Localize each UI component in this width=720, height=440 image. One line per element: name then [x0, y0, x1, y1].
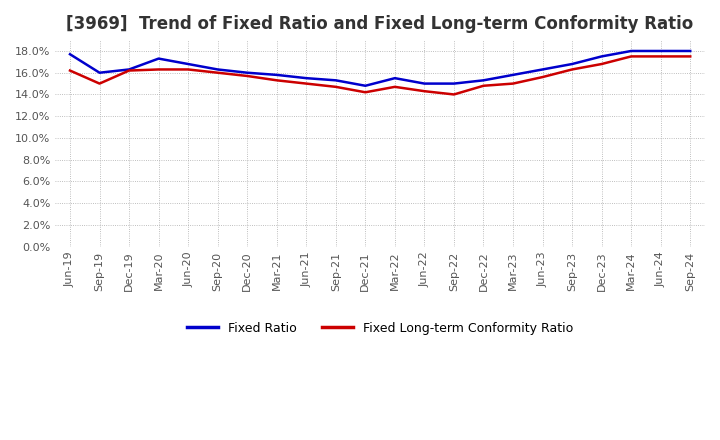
Fixed Ratio [66, 51, 74, 57]
Fixed Long-term Conformity Ratio [66, 68, 74, 73]
Fixed Long-term Conformity Ratio [302, 81, 310, 86]
Fixed Long-term Conformity Ratio [95, 81, 104, 86]
Fixed Ratio [627, 48, 636, 54]
Legend: Fixed Ratio, Fixed Long-term Conformity Ratio: Fixed Ratio, Fixed Long-term Conformity … [182, 316, 578, 340]
Fixed Ratio [184, 62, 192, 67]
Line: Fixed Ratio: Fixed Ratio [70, 51, 690, 86]
Fixed Ratio [361, 83, 369, 88]
Fixed Ratio [598, 54, 606, 59]
Fixed Ratio [539, 67, 547, 72]
Fixed Long-term Conformity Ratio [598, 62, 606, 67]
Fixed Long-term Conformity Ratio [154, 67, 163, 72]
Title: [3969]  Trend of Fixed Ratio and Fixed Long-term Conformity Ratio: [3969] Trend of Fixed Ratio and Fixed Lo… [66, 15, 694, 33]
Fixed Ratio [331, 78, 340, 83]
Fixed Long-term Conformity Ratio [125, 68, 133, 73]
Fixed Long-term Conformity Ratio [539, 74, 547, 80]
Fixed Long-term Conformity Ratio [390, 84, 399, 89]
Line: Fixed Long-term Conformity Ratio: Fixed Long-term Conformity Ratio [70, 56, 690, 95]
Fixed Ratio [509, 72, 518, 77]
Fixed Ratio [657, 48, 665, 54]
Fixed Long-term Conformity Ratio [331, 84, 340, 89]
Fixed Long-term Conformity Ratio [184, 67, 192, 72]
Fixed Long-term Conformity Ratio [449, 92, 458, 97]
Fixed Ratio [390, 76, 399, 81]
Fixed Ratio [420, 81, 428, 86]
Fixed Ratio [568, 62, 577, 67]
Fixed Ratio [243, 70, 251, 75]
Fixed Long-term Conformity Ratio [568, 67, 577, 72]
Fixed Ratio [480, 78, 488, 83]
Fixed Ratio [272, 72, 281, 77]
Fixed Long-term Conformity Ratio [361, 90, 369, 95]
Fixed Ratio [686, 48, 695, 54]
Fixed Ratio [302, 76, 310, 81]
Fixed Long-term Conformity Ratio [686, 54, 695, 59]
Fixed Long-term Conformity Ratio [509, 81, 518, 86]
Fixed Ratio [213, 67, 222, 72]
Fixed Ratio [449, 81, 458, 86]
Fixed Long-term Conformity Ratio [657, 54, 665, 59]
Fixed Ratio [154, 56, 163, 61]
Fixed Long-term Conformity Ratio [420, 88, 428, 94]
Fixed Long-term Conformity Ratio [243, 73, 251, 79]
Fixed Long-term Conformity Ratio [627, 54, 636, 59]
Fixed Ratio [95, 70, 104, 75]
Fixed Long-term Conformity Ratio [480, 83, 488, 88]
Fixed Long-term Conformity Ratio [213, 70, 222, 75]
Fixed Long-term Conformity Ratio [272, 78, 281, 83]
Fixed Ratio [125, 67, 133, 72]
